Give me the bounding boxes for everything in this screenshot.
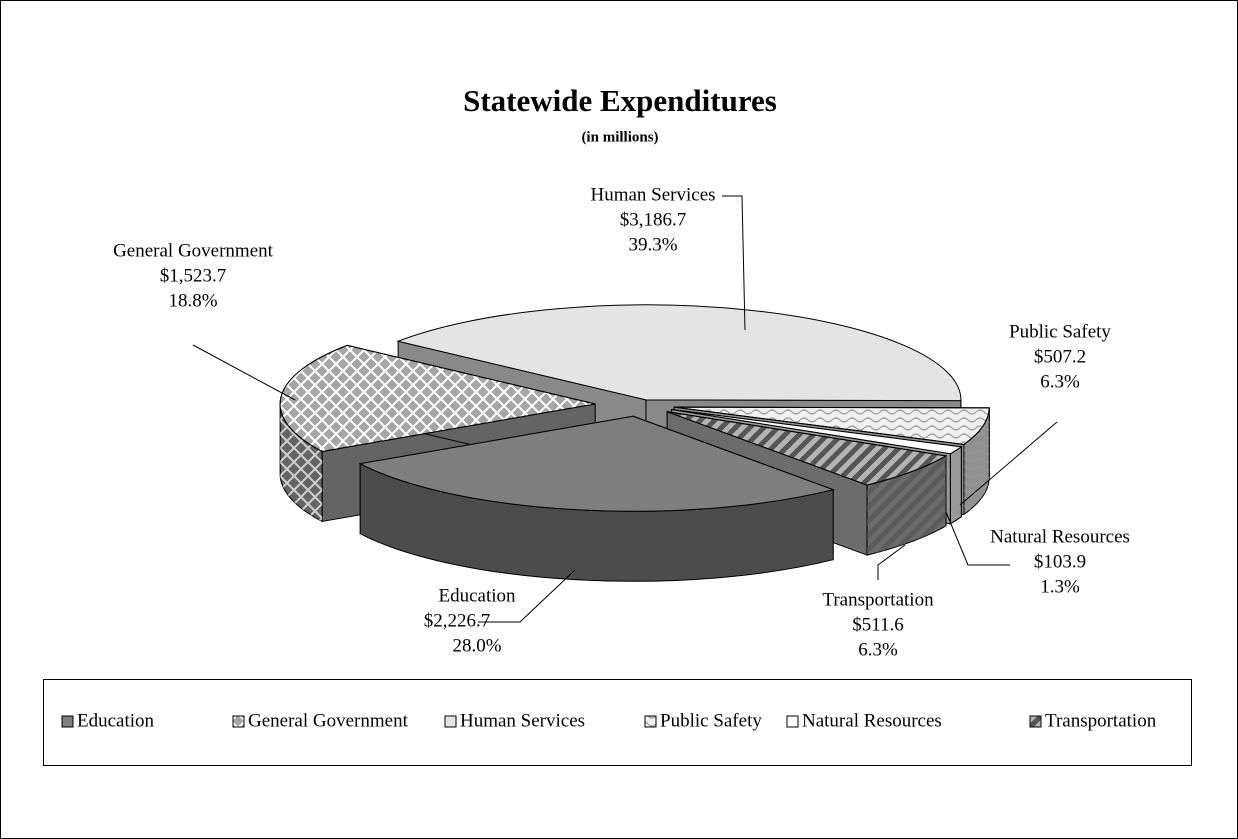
data-label-name: Transportation: [822, 589, 934, 610]
legend: [43, 679, 1192, 766]
data-label-value: $1,523.7: [160, 265, 227, 286]
data-label-percent: 28.0%: [452, 635, 501, 656]
slice: [358, 415, 835, 582]
slice: [358, 415, 835, 512]
legend-items: Education General Government Human Service…: [61, 710, 1157, 731]
legend-label: Human Services: [460, 710, 585, 731]
data-label-percent: 18.8%: [168, 290, 217, 311]
data-label-percent: 1.3%: [1040, 576, 1080, 597]
data-label-name: General Government: [113, 240, 274, 261]
slice-pattern: [666, 411, 948, 486]
data-label-percent: 39.3%: [628, 234, 677, 255]
data-label-value: $103.9: [1034, 551, 1086, 572]
data-label-name: Public Safety: [1009, 321, 1111, 342]
data-labels: Education $2,226.7 28.0% General Government…: [113, 184, 1130, 660]
pie: [279, 304, 990, 582]
legend-swatch: [444, 715, 457, 728]
slice-side: [949, 445, 962, 525]
legend-label: General Government: [248, 710, 409, 731]
data-label-value: $2,226.7: [424, 610, 491, 631]
leader-line: [192, 344, 296, 401]
leader-line: [877, 544, 906, 580]
leader-line: [722, 195, 746, 331]
legend-label: Public Safety: [660, 710, 762, 731]
leader-line: [959, 421, 1058, 506]
chart-subtitle: (in millions): [581, 129, 658, 145]
legend-swatch-pattern: [232, 715, 245, 728]
legend-label: Transportation: [1045, 710, 1157, 731]
legend-swatch: [786, 715, 799, 728]
legend-swatch-pattern: [644, 715, 657, 728]
slice-side-pattern: [867, 455, 946, 556]
legend-swatch-pattern: [1029, 715, 1042, 728]
data-label-value: $507.2: [1034, 346, 1086, 367]
data-label-percent: 6.3%: [858, 639, 898, 660]
data-label-value: $3,186.7: [620, 209, 687, 230]
leader-line: [478, 569, 576, 623]
slice-side-pattern: [963, 407, 990, 515]
leader-line: [945, 511, 1010, 566]
data-label-name: Education: [438, 585, 516, 606]
data-label-name: Natural Resources: [990, 526, 1130, 547]
slice-pattern: [674, 406, 990, 445]
legend-label: Education: [77, 710, 155, 731]
legend-swatch: [61, 715, 74, 728]
data-label-percent: 6.3%: [1040, 371, 1080, 392]
slice: [671, 409, 963, 455]
data-label-value: $511.6: [852, 614, 904, 635]
legend-label: Natural Resources: [802, 710, 942, 731]
slice-pattern: [279, 344, 596, 452]
slice-side-pattern: [280, 404, 323, 522]
chart-title: Statewide Expenditures: [463, 83, 777, 118]
data-label-name: Human Services: [590, 184, 715, 205]
slice: [396, 304, 962, 402]
